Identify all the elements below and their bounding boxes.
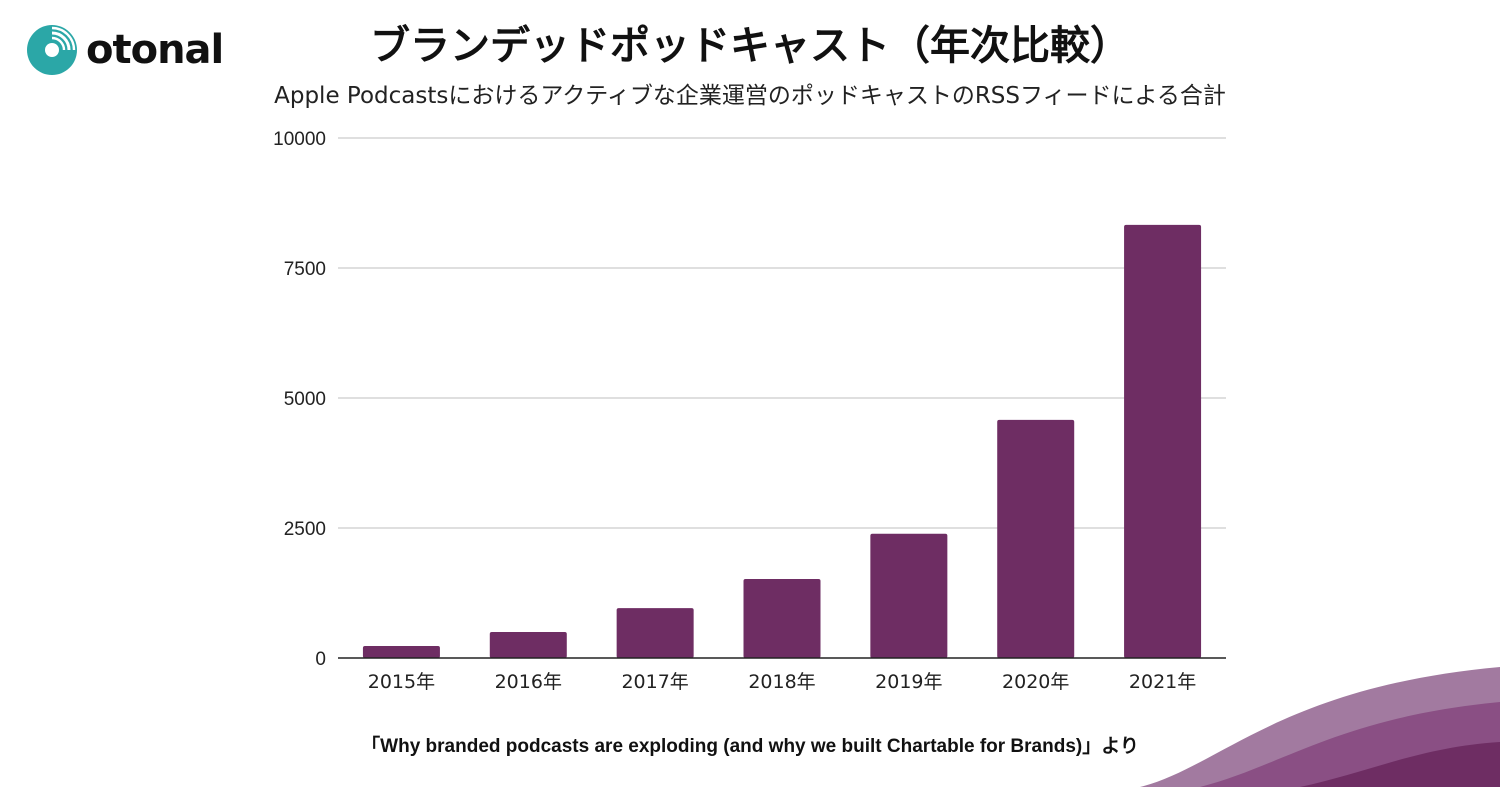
chart-title: ブランデッドポッドキャスト（年次比較） bbox=[370, 23, 1130, 69]
bar bbox=[362, 646, 440, 658]
x-tick-label: 2017年 bbox=[621, 671, 688, 693]
y-tick-label: 10000 bbox=[273, 129, 326, 150]
x-tick-label: 2020年 bbox=[1002, 671, 1069, 693]
y-tick-label: 7500 bbox=[284, 259, 326, 280]
otonal-logo-text: otonal bbox=[86, 27, 224, 73]
bar bbox=[489, 632, 567, 658]
y-tick-label: 2500 bbox=[284, 519, 326, 540]
x-tick-label: 2016年 bbox=[495, 671, 562, 693]
bar bbox=[1124, 224, 1202, 658]
otonal-logo-icon bbox=[27, 25, 77, 75]
x-tick-label: 2021年 bbox=[1129, 671, 1196, 693]
bar bbox=[870, 533, 948, 658]
y-tick-label: 0 bbox=[315, 649, 326, 670]
x-tick-label: 2018年 bbox=[748, 671, 815, 693]
y-tick-label: 5000 bbox=[284, 389, 326, 410]
x-tick-label: 2019年 bbox=[875, 671, 942, 693]
bar bbox=[997, 419, 1075, 658]
otonal-logo: otonal bbox=[26, 22, 224, 78]
bar bbox=[616, 608, 694, 658]
decorative-wave bbox=[1140, 667, 1500, 787]
chart-subtitle: Apple Podcastsにおけるアクティブな企業運営のポッドキャストのRSS… bbox=[274, 83, 1226, 109]
source-note: 「Why branded podcasts are exploding (and… bbox=[361, 736, 1139, 757]
bar bbox=[743, 578, 821, 658]
x-tick-label: 2015年 bbox=[368, 671, 435, 693]
